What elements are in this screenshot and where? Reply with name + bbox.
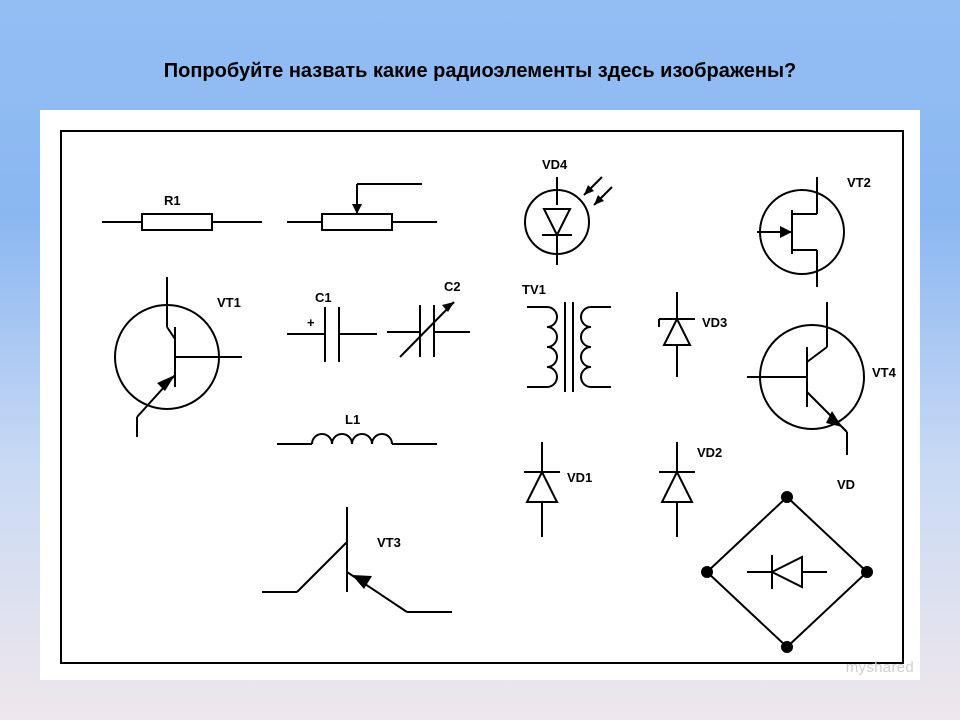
diagram-frame: R1	[60, 130, 904, 664]
label-vd2: VD2	[697, 445, 722, 460]
transistor-vt4: VT4	[742, 297, 902, 457]
photodiode-vd4: VD4	[512, 157, 632, 267]
plus-sign: +	[307, 315, 315, 330]
capacitor-c1: + C1	[287, 287, 377, 367]
label-tv1: TV1	[522, 282, 546, 297]
resistor-variable	[287, 172, 437, 237]
slide: Попробуйте назвать какие радиоэлементы з…	[0, 0, 960, 720]
label-vt3: VT3	[377, 535, 401, 550]
transistor-vt1: VT1	[97, 277, 257, 437]
diagram-panel: R1	[40, 110, 920, 680]
slide-title: Попробуйте назвать какие радиоэлементы з…	[0, 60, 960, 83]
label-vt1: VT1	[217, 295, 241, 310]
label-vd4: VD4	[542, 157, 568, 172]
watermark: myshared	[846, 659, 914, 676]
diode-vd1: VD1	[512, 437, 622, 547]
fet-vt2: VT2	[742, 162, 892, 292]
zener-vd3: VD3	[647, 287, 757, 387]
label-l1: L1	[345, 412, 360, 427]
label-r1: R1	[164, 193, 181, 208]
label-vt4: VT4	[872, 365, 897, 380]
transformer-tv1: TV1	[507, 282, 637, 412]
label-vd: VD	[837, 477, 855, 492]
label-vt2: VT2	[847, 175, 871, 190]
label-vd3: VD3	[702, 315, 727, 330]
resistor-r1: R1	[102, 187, 262, 237]
label-c2: C2	[444, 279, 461, 294]
transistor-vt3: VT3	[262, 492, 462, 632]
label-vd1: VD1	[567, 470, 592, 485]
inductor-l1: L1	[277, 412, 437, 462]
label-c1: C1	[315, 290, 332, 305]
bridge-vd: VD	[687, 477, 887, 657]
capacitor-c2: C2	[382, 277, 477, 367]
